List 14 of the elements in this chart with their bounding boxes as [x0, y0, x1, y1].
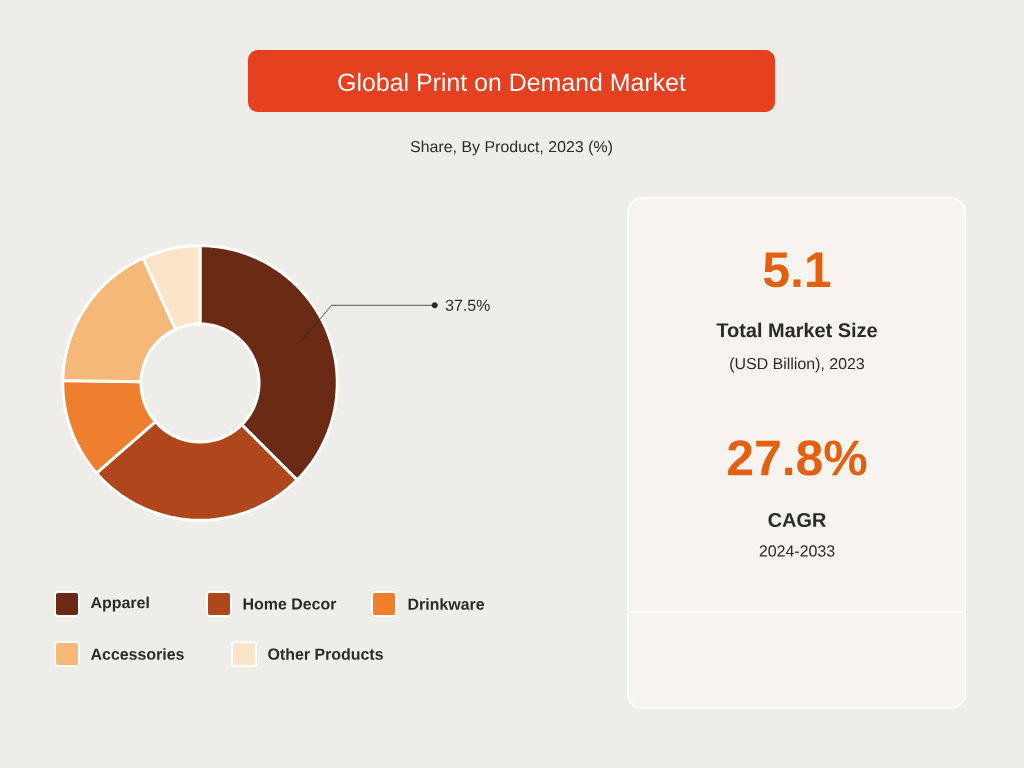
- data-label: 37.5%: [445, 299, 490, 311]
- legend-label: Accessories: [90, 648, 184, 660]
- text: Total Market Size: [716, 322, 877, 338]
- legend-label: Other Products: [268, 648, 383, 660]
- text: (USD Billion), 2023: [730, 357, 865, 373]
- text: 2024-2033: [759, 545, 835, 557]
- chart-subtitle: Share, By Product, 2023 (%): [410, 140, 612, 156]
- text: CAGR: [768, 512, 826, 528]
- legend-label: Drinkware: [408, 598, 485, 610]
- text: 27.8%: [728, 440, 867, 476]
- text: 5.1: [763, 252, 831, 288]
- chart-title: Global Print on Demand Market: [338, 72, 686, 92]
- legend-label: Apparel: [90, 596, 149, 612]
- legend-label: Home Decor: [243, 598, 337, 610]
